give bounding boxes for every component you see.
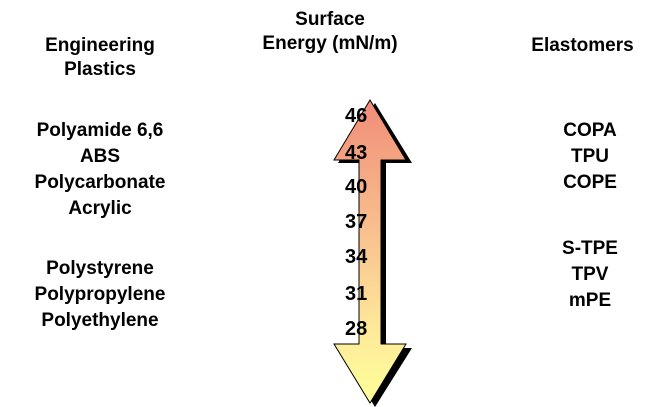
- list-item: COPA: [563, 120, 617, 141]
- list-item: Polystyrene: [46, 258, 154, 279]
- scale-tick: 34: [345, 246, 368, 268]
- list-item: TPU: [571, 146, 609, 167]
- engineering-plastics-header: Engineering Plastics: [0, 34, 200, 82]
- scale-tick: 37: [345, 211, 368, 233]
- list-item: Polyethylene: [41, 310, 159, 331]
- arrow-shape: [333, 99, 407, 404]
- header-line: Surface: [295, 9, 365, 30]
- header-line: Plastics: [64, 59, 136, 80]
- list-item: COPE: [563, 172, 617, 193]
- list-item: TPV: [571, 264, 609, 285]
- scale-tick: 31: [345, 283, 368, 305]
- scale-tick: 46: [345, 105, 368, 127]
- list-item: S-TPE: [562, 238, 618, 259]
- elastomers-group-b: S-TPE TPV mPE: [520, 236, 659, 314]
- header-line: Elastomers: [531, 35, 634, 56]
- scale-tick: 28: [345, 318, 368, 340]
- surface-energy-header: Surface Energy (mN/m): [250, 8, 410, 56]
- list-item: ABS: [79, 146, 121, 167]
- list-item: Polypropylene: [34, 284, 166, 305]
- list-item: Polyamide 6,6: [36, 120, 164, 141]
- elastomers-group-a: COPA TPU COPE: [520, 118, 659, 196]
- elastomers-header: Elastomers: [510, 34, 655, 58]
- header-line: Energy (mN/m): [262, 33, 398, 54]
- engineering-plastics-group-a: Polyamide 6,6 ABS Polycarbonate Acrylic: [0, 118, 200, 222]
- scale-tick: 43: [345, 142, 368, 164]
- list-item: mPE: [568, 290, 612, 311]
- engineering-plastics-group-b: Polystyrene Polypropylene Polyethylene: [0, 256, 200, 334]
- scale-tick: 40: [345, 176, 368, 198]
- list-item: Acrylic: [68, 198, 132, 219]
- list-item: Polycarbonate: [34, 172, 166, 193]
- header-line: Engineering: [45, 35, 155, 56]
